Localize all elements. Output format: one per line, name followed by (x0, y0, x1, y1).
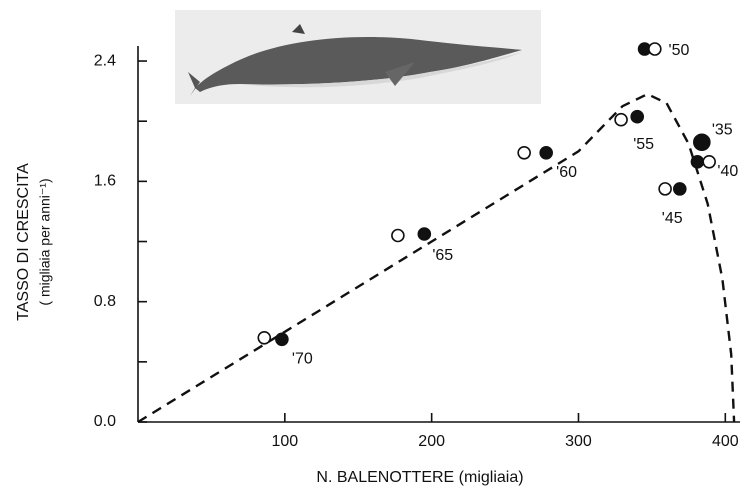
data-point (258, 332, 270, 344)
point-label: '45 (662, 210, 683, 227)
y-axis-label: TASSO DI CRESCITA (15, 163, 32, 321)
point-label: '60 (556, 164, 577, 181)
x-tick-label: 100 (271, 433, 298, 450)
x-tick-label: 200 (418, 433, 445, 450)
y-tick-label: 0.8 (94, 293, 116, 310)
point-label: '35 (712, 121, 733, 138)
point-label: '40 (717, 163, 738, 180)
data-point (674, 183, 686, 195)
data-point (540, 147, 552, 159)
data-point (691, 156, 703, 168)
point-label: '50 (669, 42, 690, 59)
point-label: '65 (432, 247, 453, 264)
data-point (703, 156, 715, 168)
y-tick-label: 2.4 (94, 52, 116, 69)
whale-illustration (175, 10, 541, 104)
data-point (276, 333, 288, 345)
y-axis-label: ( migliaia per anni⁻¹) (37, 178, 53, 305)
chart: N. BALENOTTERE (migliaia) TASSO DI CRESC… (0, 0, 750, 490)
y-tick-label: 1.6 (94, 173, 116, 190)
x-tick-label: 400 (712, 433, 739, 450)
data-point (631, 111, 643, 123)
data-point (615, 114, 627, 126)
point-label: '70 (292, 350, 313, 367)
data-point (418, 228, 430, 240)
data-point (659, 183, 671, 195)
data-point (649, 43, 661, 55)
x-axis-label: N. BALENOTTERE (migliaia) (316, 469, 523, 486)
data-point (392, 230, 404, 242)
point-label: '55 (633, 136, 654, 153)
data-point (518, 147, 530, 159)
data-point (694, 134, 710, 150)
y-tick-label: 0.0 (94, 413, 116, 430)
x-tick-label: 300 (565, 433, 592, 450)
